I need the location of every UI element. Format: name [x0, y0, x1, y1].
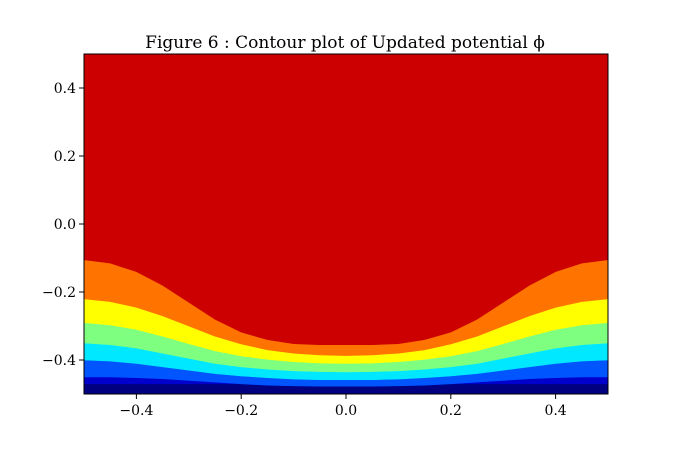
- axes: −0.4 −0.2 0.0 0.2 0.4 0.4 0.2 0.0 −0.2 −0.4: [42, 81, 567, 419]
- x-tick-label: −0.2: [224, 403, 258, 419]
- x-tick-label: 0.2: [440, 403, 462, 419]
- x-tick-label: 0.0: [335, 403, 357, 419]
- y-tick-label: 0.4: [54, 81, 76, 97]
- chart-title: Figure 6 : Contour plot of Updated poten…: [145, 33, 545, 53]
- x-tick-label: −0.4: [119, 403, 153, 419]
- contour-bands: [83, 53, 609, 395]
- y-tick-label: 0.2: [54, 149, 76, 165]
- y-tick-label: −0.4: [42, 353, 76, 369]
- y-tick-label: −0.2: [42, 285, 76, 301]
- plot-frame: [83, 53, 609, 395]
- y-tick-label: 0.0: [54, 217, 76, 233]
- x-tick-label: 0.4: [544, 403, 566, 419]
